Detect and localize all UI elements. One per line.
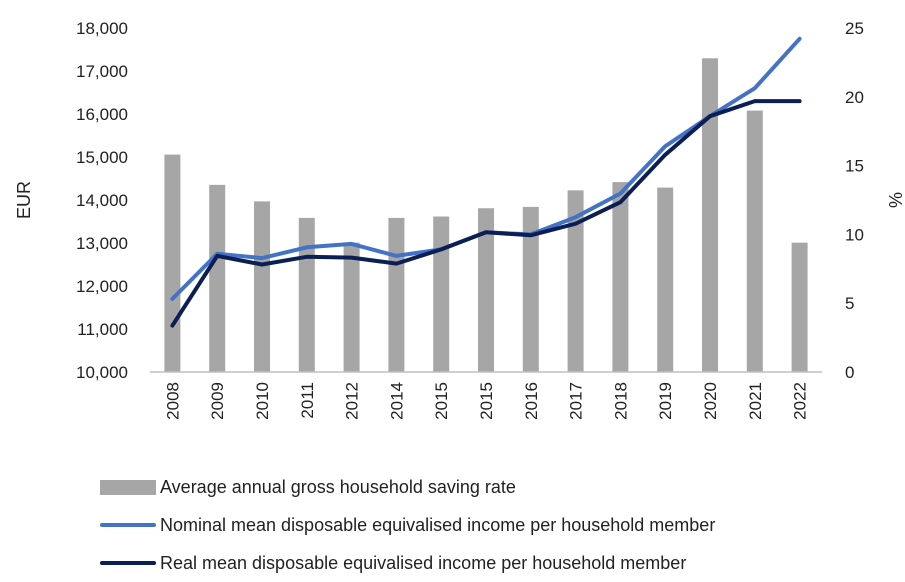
y-tick-label: 13,000 <box>76 234 128 253</box>
bar-2017-9 <box>567 190 584 372</box>
bar-2015-7 <box>478 208 494 372</box>
legend-item-nominal: Nominal mean disposable equivalised inco… <box>100 506 880 544</box>
y2-tick-label: 5 <box>845 294 854 313</box>
legend-item-real: Real mean disposable equivalised income … <box>100 544 880 582</box>
y-axis-title: EUR <box>14 181 34 219</box>
legend-swatch-real <box>100 561 156 565</box>
x-tick-label: 2012 <box>343 382 362 420</box>
y-tick-label: 15,000 <box>76 148 128 167</box>
bar-2008-0 <box>164 154 181 372</box>
y2-axis-title: % <box>885 192 905 208</box>
legend-swatch-bar <box>100 479 156 495</box>
y-tick-label: 14,000 <box>76 191 128 210</box>
x-tick-label: 2014 <box>387 382 406 420</box>
x-tick-label: 2018 <box>611 382 630 420</box>
x-tick-label: 2019 <box>656 382 675 420</box>
y2-tick-label: 0 <box>845 363 854 382</box>
bar-2010-2 <box>254 201 270 372</box>
x-tick-label: 2021 <box>746 382 765 420</box>
y-tick-label: 18,000 <box>76 19 128 38</box>
bars-group <box>164 58 808 372</box>
legend-swatch-nominal <box>100 523 156 527</box>
x-tick-label: 2008 <box>163 382 182 420</box>
y2-tick-label: 15 <box>845 157 864 176</box>
bar-2021-13 <box>746 110 763 372</box>
bar-2016-8 <box>522 206 539 372</box>
x-tick-label: 2020 <box>701 382 720 420</box>
x-tick-label: 2015 <box>432 382 451 420</box>
y2-tick-label: 20 <box>845 88 864 107</box>
x-tick-label: 2011 <box>298 382 317 419</box>
y2-tick-label: 25 <box>845 19 864 38</box>
legend: Average annual gross household saving ra… <box>100 468 880 582</box>
legend-label-real: Real mean disposable equivalised income … <box>160 552 687 573</box>
x-tick-label: 2010 <box>253 382 272 420</box>
legend-item-saving-rate: Average annual gross household saving ra… <box>100 468 880 506</box>
bar-2009-1 <box>209 184 226 372</box>
x-tick-label: 2009 <box>208 382 227 420</box>
y-tick-label: 11,000 <box>77 320 128 339</box>
x-axis-ticks: 2008 2009 2010 2011 2012 2014 2015 2015 2016 2017… <box>163 382 809 420</box>
x-tick-label: 2022 <box>791 382 810 420</box>
bar-2019-11 <box>657 187 674 372</box>
bar-2018-10 <box>612 182 629 372</box>
y-tick-label: 16,000 <box>76 105 128 124</box>
bar-2014-5 <box>388 217 405 372</box>
legend-label-saving-rate: Average annual gross household saving ra… <box>160 476 516 497</box>
y2-tick-label: 10 <box>845 225 864 244</box>
x-tick-label: 2016 <box>522 382 541 420</box>
y-tick-label: 17,000 <box>76 62 128 81</box>
y-tick-label: 12,000 <box>76 277 128 296</box>
chart: 10,000 11,000 12,000 13,000 14,000 15,000 16,0… <box>14 19 905 420</box>
bar-2022-14 <box>791 242 808 372</box>
bar-2012-4 <box>343 242 360 372</box>
left-axis-ticks: 10,000 11,000 12,000 13,000 14,000 15,000 16,0… <box>76 19 128 382</box>
real-income-line <box>170 99 802 328</box>
right-axis-ticks: 0 5 10 15 20 25 <box>845 19 864 382</box>
y-tick-label: 10,000 <box>76 363 128 382</box>
bar-2015-6 <box>433 216 450 372</box>
legend-label-nominal: Nominal mean disposable equivalised inco… <box>160 514 716 535</box>
x-tick-label: 2015 <box>477 382 496 420</box>
bar-2020-12 <box>702 58 718 372</box>
bar-2011-3 <box>298 217 315 372</box>
lines-group <box>170 36 802 328</box>
x-tick-label: 2017 <box>567 382 586 420</box>
